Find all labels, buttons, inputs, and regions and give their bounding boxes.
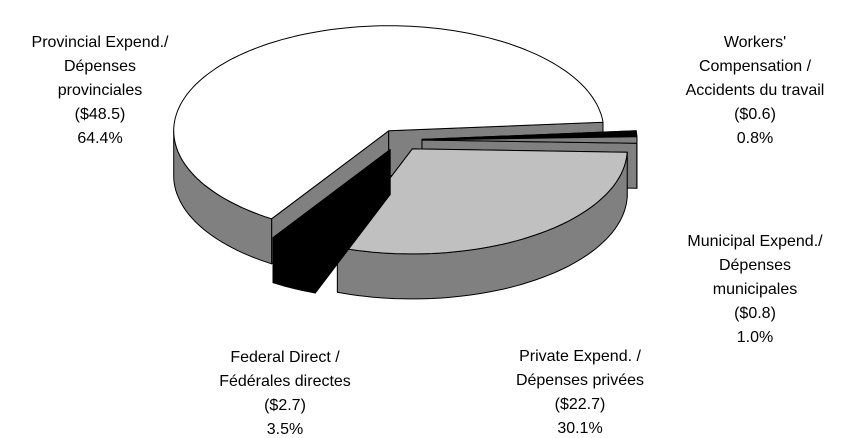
amount-label: ($2.7) bbox=[264, 397, 306, 414]
slice-label: Workers' bbox=[724, 34, 786, 51]
slice-label: Private Expend. / bbox=[519, 348, 641, 365]
slice-label: Provincial Expend./ bbox=[32, 34, 170, 51]
slice bbox=[173, 25, 604, 220]
amount-label: ($48.5) bbox=[75, 106, 126, 123]
slice bbox=[421, 130, 638, 140]
value-label: 3.5% bbox=[267, 421, 303, 438]
slice bbox=[336, 148, 628, 255]
slice bbox=[421, 136, 638, 144]
amount-label: ($0.8) bbox=[734, 305, 776, 322]
slice-label: Compensation / bbox=[699, 58, 812, 75]
slice-label: Federal Direct / bbox=[230, 349, 340, 366]
amount-label: ($0.6) bbox=[734, 106, 776, 123]
amount-label: ($22.7) bbox=[555, 396, 606, 413]
value-label: 64.4% bbox=[77, 130, 122, 147]
slice-label: Municipal Expend./ bbox=[687, 233, 823, 250]
slice-label: Dépenses bbox=[64, 58, 136, 75]
slice-label: Dépenses privées bbox=[516, 372, 644, 389]
slice bbox=[272, 149, 391, 249]
slice-label: Dépenses bbox=[719, 257, 791, 274]
slice-label: Fédérales directes bbox=[219, 373, 351, 390]
slice-label: Accidents du travail bbox=[686, 82, 825, 99]
slice-label: municipales bbox=[713, 281, 797, 298]
slice-label: provinciales bbox=[58, 82, 142, 99]
value-label: 30.1% bbox=[557, 420, 602, 437]
value-label: 0.8% bbox=[737, 130, 773, 147]
value-label: 1.0% bbox=[737, 329, 773, 346]
